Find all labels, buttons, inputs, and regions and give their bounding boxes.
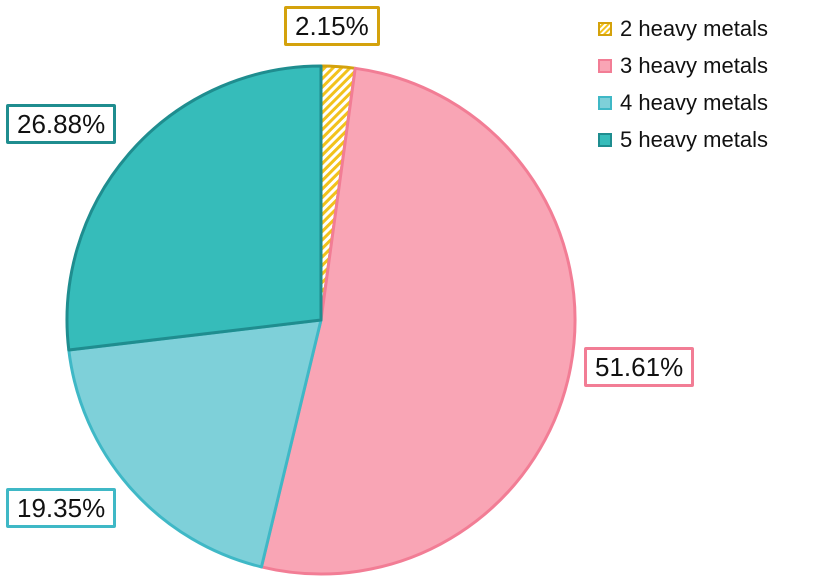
pie-slices (65, 64, 577, 576)
data-label-4-heavy-metals: 19.35% (6, 488, 117, 528)
legend-item-4-heavy-metals: 4 heavy metals (598, 84, 768, 121)
legend: 2 heavy metals 3 heavy metals 4 heavy me… (598, 10, 768, 158)
data-label-5-heavy-metals: 26.88% (6, 104, 117, 144)
pie-slice-3-heavy-metals (259, 66, 577, 576)
legend-swatch-fill (598, 21, 612, 36)
legend-item-3-heavy-metals: 3 heavy metals (598, 47, 768, 84)
legend-swatch-fill (598, 58, 612, 73)
legend-swatch-5-heavy-metals (598, 132, 612, 147)
legend-swatch-fill (598, 132, 612, 147)
data-label-3-heavy-metals: 51.61% (584, 347, 695, 387)
legend-swatch-fill (598, 95, 612, 110)
legend-label: 4 heavy metals (620, 89, 768, 115)
legend-swatch-3-heavy-metals (598, 58, 612, 73)
pie-slice-5-heavy-metals (65, 64, 323, 352)
pie-slice-4-heavy-metals (67, 318, 323, 569)
legend-swatch-4-heavy-metals (598, 95, 612, 110)
legend-item-2-heavy-metals: 2 heavy metals (598, 10, 768, 47)
legend-label: 3 heavy metals (620, 52, 768, 78)
legend-swatch-2-heavy-metals (598, 21, 612, 36)
legend-item-5-heavy-metals: 5 heavy metals (598, 121, 768, 158)
legend-label: 2 heavy metals (620, 15, 768, 41)
legend-label: 5 heavy metals (620, 126, 768, 152)
data-label-2-heavy-metals: 2.15% (284, 6, 380, 46)
